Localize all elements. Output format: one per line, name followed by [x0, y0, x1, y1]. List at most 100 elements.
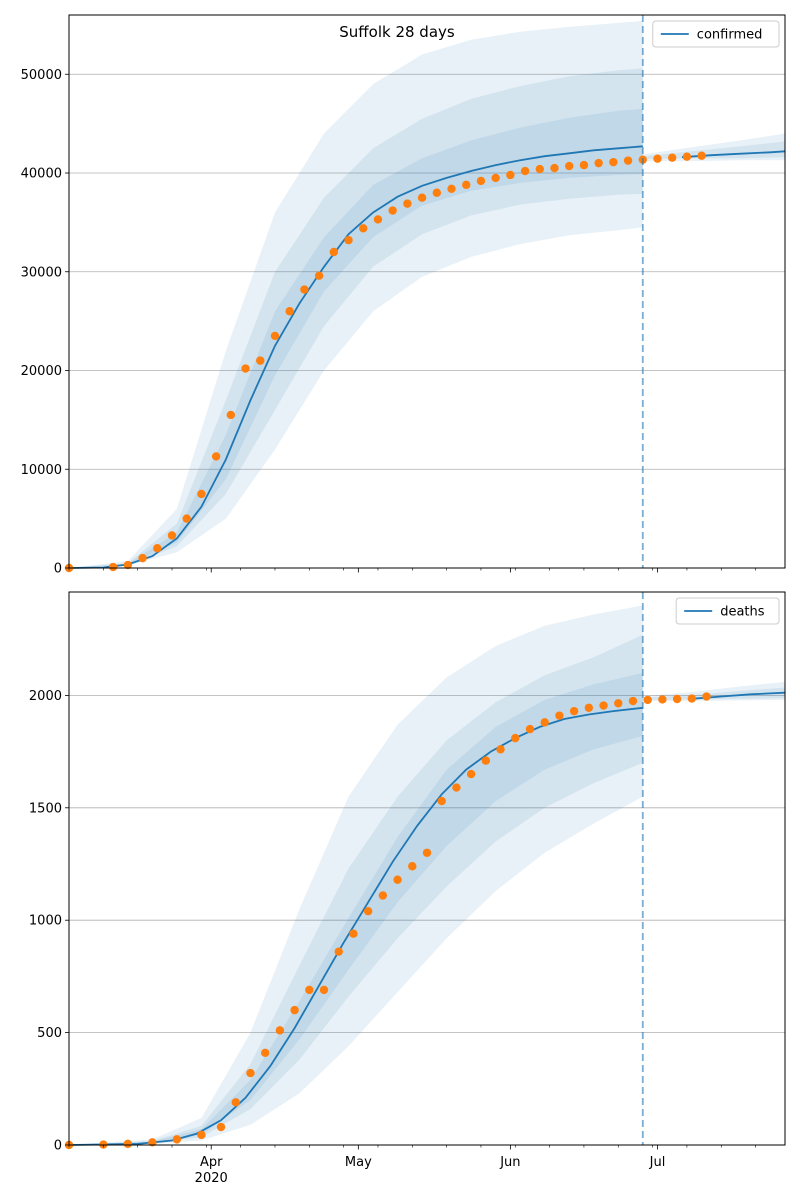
observed-point — [403, 199, 412, 208]
observed-point — [672, 694, 682, 704]
x-tick-label: May — [345, 1155, 372, 1170]
figure-title: Suffolk 28 days — [339, 23, 455, 41]
legend-label: confirmed — [697, 28, 763, 43]
observed-point — [393, 875, 402, 884]
observed-point — [682, 152, 692, 161]
observed-point — [417, 193, 427, 202]
observed-point — [285, 307, 294, 316]
axes-frame — [68, 591, 786, 1146]
uncertainty-band — [69, 68, 643, 569]
observed-point — [123, 1139, 133, 1149]
uncertainty-band — [69, 108, 643, 569]
confirmed-line — [68, 145, 643, 569]
observed-point — [197, 1130, 206, 1140]
observed-point — [476, 176, 486, 186]
observed-point — [569, 706, 579, 716]
y-tick-label: 500 — [37, 1026, 62, 1041]
observed-point — [594, 158, 603, 168]
y-tick-label: 40000 — [21, 167, 62, 182]
observed-point — [432, 188, 442, 197]
observed-point — [555, 711, 564, 720]
observed-point — [584, 703, 594, 712]
observed-point — [363, 907, 373, 916]
observed-point — [211, 452, 221, 461]
observed-point — [359, 224, 368, 233]
y-tick-label: 2000 — [29, 689, 62, 704]
observed-point — [481, 756, 491, 765]
observed-point — [540, 718, 549, 727]
y-tick-label: 0 — [54, 562, 62, 577]
observed-point — [246, 1068, 255, 1078]
x-tick-label: Jul — [649, 1155, 666, 1170]
y-tick-label: 10000 — [21, 463, 62, 478]
observed-point — [172, 1135, 182, 1144]
x-tick-label: Apr — [200, 1155, 223, 1170]
y-tick-label: 1500 — [29, 801, 62, 816]
observed-point — [447, 184, 456, 193]
uncertainty-band — [69, 672, 643, 1145]
observed-point — [270, 331, 280, 341]
observed-point — [373, 215, 383, 224]
y-tick-label: 20000 — [21, 364, 62, 379]
observed-point — [334, 947, 343, 956]
observed-point — [535, 164, 544, 174]
observed-point — [668, 153, 677, 162]
observed-point — [300, 285, 309, 294]
observed-point — [506, 170, 515, 180]
observed-point — [687, 694, 697, 703]
observed-point — [408, 862, 417, 871]
observed-point — [452, 783, 461, 792]
observed-point — [167, 531, 177, 540]
observed-point — [197, 489, 206, 499]
x-tick-sublabel: 2020 — [195, 1171, 228, 1186]
observed-point — [609, 157, 618, 167]
observed-point — [182, 514, 191, 523]
observed-point — [329, 247, 339, 257]
observed-point — [702, 692, 711, 701]
observed-point — [275, 1026, 285, 1035]
uncertainty-band — [69, 20, 643, 568]
observed-point — [565, 161, 574, 171]
observed-point — [319, 985, 329, 995]
observed-point — [697, 151, 706, 160]
observed-point — [496, 745, 505, 754]
observed-point — [466, 769, 476, 779]
legend-label: deaths — [720, 605, 765, 620]
observed-point — [260, 1048, 270, 1058]
observed-point — [138, 553, 147, 563]
uncertainty-band — [642, 133, 785, 162]
observed-point — [623, 156, 633, 165]
observed-point — [579, 160, 589, 170]
uncertainty-band — [69, 634, 643, 1145]
observed-point — [344, 235, 353, 245]
observed-point — [216, 1122, 226, 1132]
observed-point — [378, 891, 388, 900]
uncertainty-band — [69, 605, 643, 1145]
observed-point — [123, 560, 133, 570]
observed-point — [437, 796, 446, 806]
legend-box — [652, 20, 780, 48]
observed-point — [511, 733, 520, 743]
observed-point — [108, 562, 118, 572]
observed-point — [349, 929, 358, 938]
y-tick-label: 0 — [54, 1139, 62, 1154]
legend-box — [675, 597, 780, 625]
confirmed-axes: 0 10000 20000 30000 40000 50000 confirmed — [21, 14, 786, 577]
y-tick-label: 1000 — [29, 914, 62, 929]
y-tick-label: 50000 — [21, 68, 62, 83]
observed-point — [462, 180, 471, 190]
observed-point — [231, 1098, 240, 1107]
axes-frame — [68, 14, 786, 569]
observed-point — [520, 166, 530, 176]
observed-point — [148, 1138, 157, 1147]
observed-point — [525, 724, 535, 734]
uncertainty-band — [642, 141, 785, 160]
observed-point — [388, 206, 397, 215]
observed-point — [226, 410, 236, 420]
observed-point — [422, 848, 432, 857]
x-tick-label: Jun — [499, 1155, 520, 1170]
observed-point — [643, 695, 652, 705]
observed-point — [305, 985, 314, 995]
observed-point — [614, 699, 623, 708]
